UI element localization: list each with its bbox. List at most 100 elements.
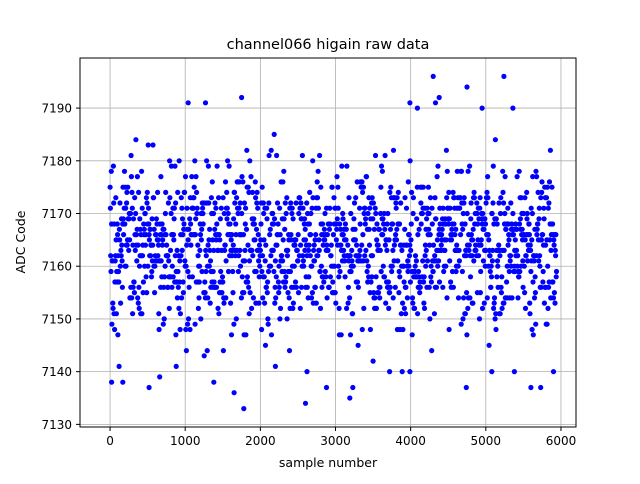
data-point (163, 232, 169, 238)
data-point (107, 205, 113, 211)
data-point (537, 253, 543, 259)
data-point (222, 242, 228, 248)
data-point (417, 279, 423, 285)
data-point (372, 205, 378, 211)
data-point (242, 221, 248, 227)
data-point (362, 205, 368, 211)
data-point (202, 279, 208, 285)
data-point (464, 290, 470, 296)
data-point (407, 242, 413, 248)
data-point (398, 200, 404, 206)
data-point (265, 279, 271, 285)
data-point (339, 163, 345, 169)
data-point (207, 258, 214, 264)
data-point (121, 168, 128, 174)
data-point (331, 195, 337, 201)
data-point (267, 226, 273, 232)
outlier-point (501, 73, 507, 79)
data-point (225, 268, 232, 275)
data-point (397, 274, 403, 280)
data-point (252, 237, 258, 243)
data-point (185, 237, 191, 243)
data-point (405, 268, 411, 275)
data-point (414, 216, 420, 222)
data-point (547, 147, 554, 153)
data-point (422, 242, 428, 248)
data-point (199, 226, 205, 232)
data-point (370, 200, 376, 206)
data-point (133, 210, 139, 217)
data-point (119, 258, 125, 264)
data-point (343, 226, 349, 232)
data-point (528, 205, 534, 211)
data-point (395, 189, 401, 195)
data-point (345, 242, 351, 248)
data-point (155, 253, 161, 259)
data-point (200, 205, 206, 211)
data-point (327, 221, 333, 227)
data-point (282, 200, 288, 206)
outlier-point (185, 100, 191, 106)
data-point (118, 253, 124, 259)
data-point (179, 295, 185, 301)
data-point (183, 348, 189, 354)
data-point (340, 216, 346, 222)
data-point (133, 232, 140, 238)
data-point (146, 237, 152, 243)
data-point (400, 326, 406, 333)
outlier-point (550, 369, 557, 375)
data-point (155, 242, 162, 248)
data-point (380, 216, 386, 222)
data-point (237, 200, 243, 206)
data-point (444, 195, 450, 201)
data-point (551, 290, 558, 296)
data-point (522, 237, 528, 243)
data-point (439, 226, 445, 232)
data-point (545, 263, 551, 269)
data-point (371, 226, 377, 232)
data-point (126, 247, 132, 253)
data-points (107, 73, 560, 412)
data-point (372, 152, 379, 159)
data-point (127, 237, 133, 243)
data-point (463, 253, 469, 259)
data-point (470, 226, 476, 232)
data-point (521, 210, 527, 217)
data-point (272, 258, 278, 264)
data-point (288, 200, 294, 206)
data-point (201, 353, 207, 359)
data-point (360, 232, 366, 238)
outlier-point (302, 400, 309, 406)
data-point (108, 168, 114, 174)
data-point (480, 210, 486, 217)
data-point (362, 253, 368, 259)
data-point (432, 195, 438, 201)
data-point (436, 279, 443, 285)
data-point (234, 195, 240, 201)
data-point (549, 184, 555, 190)
data-point (540, 279, 546, 285)
data-point (494, 274, 500, 280)
data-point (213, 205, 219, 211)
data-point (167, 195, 173, 201)
data-point (533, 321, 539, 327)
data-point (268, 147, 274, 153)
data-point (244, 274, 250, 280)
data-point (418, 221, 424, 227)
data-point (514, 263, 521, 269)
data-point (251, 216, 257, 222)
data-point (372, 295, 378, 301)
data-point (455, 295, 462, 301)
data-point (478, 242, 484, 248)
data-point (231, 216, 237, 222)
data-point (485, 232, 491, 238)
data-point (152, 263, 158, 269)
data-point (135, 295, 141, 301)
data-point (363, 247, 369, 253)
data-point (307, 253, 313, 259)
data-point (222, 247, 228, 253)
data-point (525, 258, 531, 264)
data-point (386, 305, 392, 311)
data-point (505, 205, 511, 211)
data-point (137, 226, 143, 232)
